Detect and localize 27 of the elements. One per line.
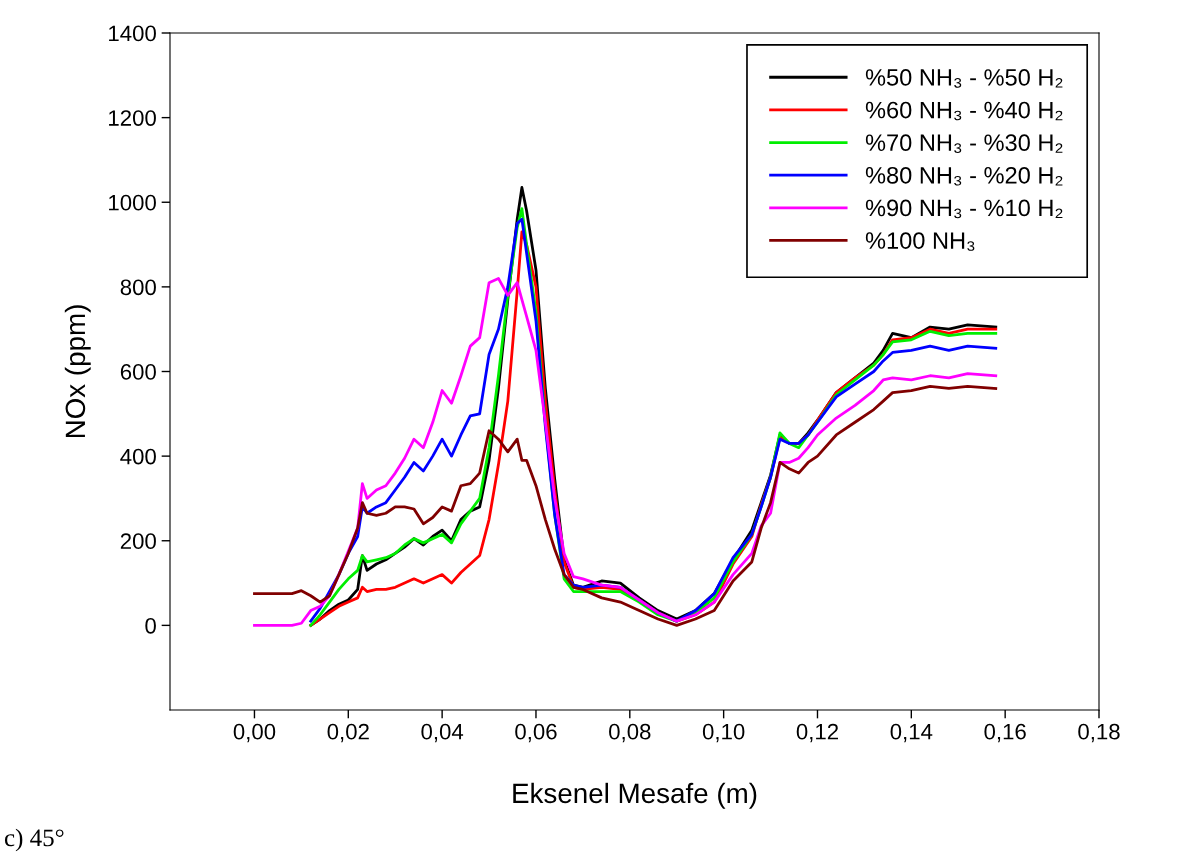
y-tick-label: 400 (120, 448, 156, 465)
legend-label: %50 NH₃ - %50 H₂ (865, 69, 1063, 88)
y-tick-label: 600 (120, 364, 156, 380)
y-tick-label: 1200 (109, 110, 156, 126)
x-axis-title: Eksenel Mesafe (m) (513, 782, 757, 809)
legend-label: %90 NH₃ - %10 H₂ (865, 199, 1063, 219)
legend-label: %70 NH₃ - %30 H₂ (865, 134, 1063, 153)
y-tick-label: 1400 (109, 25, 156, 42)
y-axis-title: NOx (ppm) (64, 305, 91, 438)
legend-label: %80 NH₃ - %20 H₂ (865, 166, 1063, 186)
x-tick-label: 0,12 (796, 723, 838, 743)
x-tick-label: 0,08 (609, 723, 651, 743)
y-tick-label: 1000 (109, 194, 156, 211)
legend-label: %100 NH₃ (865, 232, 975, 251)
x-tick-label: 0,00 (233, 723, 276, 743)
x-tick-label: 0,14 (890, 723, 933, 743)
legend-label: %60 NH₃ - %40 H₂ (865, 101, 1063, 121)
x-tick-label: 0,18 (1078, 723, 1120, 743)
x-tick-label: 0,10 (702, 723, 745, 743)
x-tick-label: 0,02 (327, 723, 369, 743)
x-tick-label: 0,06 (515, 723, 557, 743)
y-tick-label: 800 (120, 279, 156, 296)
text: c) 45° (4, 828, 64, 852)
x-tick-label: 0,16 (984, 723, 1026, 743)
y-tick-label: 200 (120, 533, 156, 550)
y-tick-label: 0 (145, 617, 156, 634)
x-tick-label: 0,04 (421, 723, 464, 743)
